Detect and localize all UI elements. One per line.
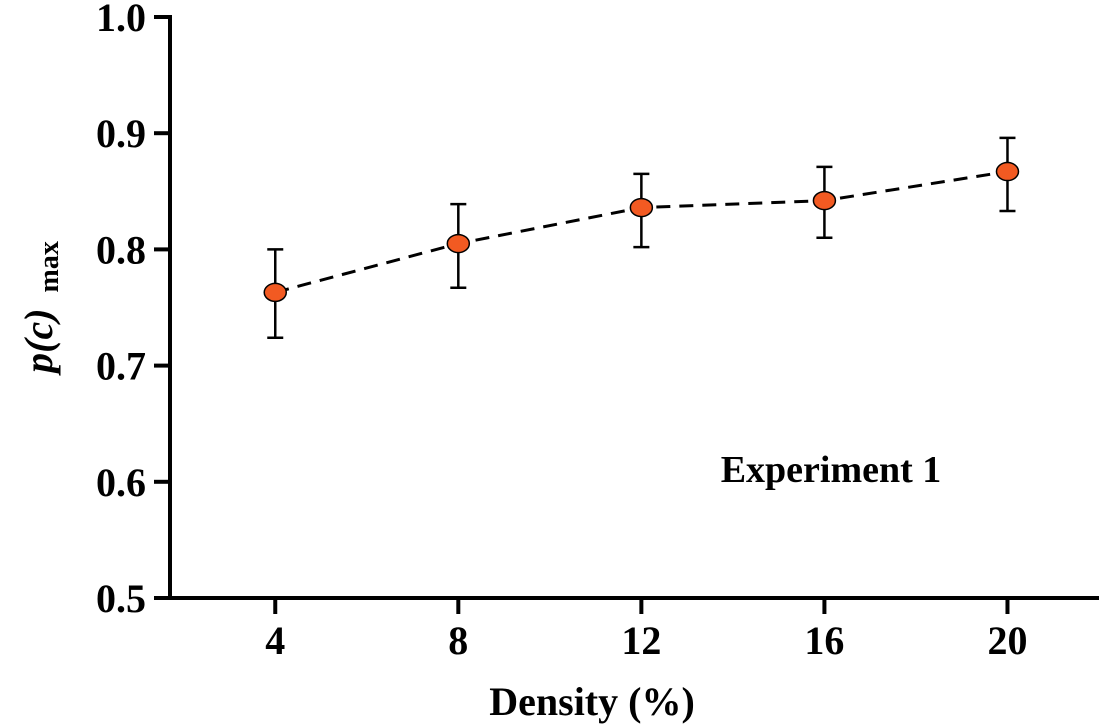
y-axis-title-subscript: max	[34, 241, 65, 292]
x-tick-label: 4	[265, 618, 285, 663]
y-axis-title-main: p(c)	[16, 308, 61, 375]
y-tick-label: 0.8	[96, 227, 146, 272]
y-tick-label: 0.7	[96, 344, 146, 389]
data-point	[629, 197, 654, 218]
y-tick-label: 0.9	[96, 111, 146, 156]
y-tick-label: 0.6	[96, 460, 146, 505]
y-tick-label: 0.5	[96, 576, 146, 621]
chart-annotation: Experiment 1	[721, 449, 942, 491]
x-tick-label: 20	[987, 618, 1027, 663]
svg-text:p(c) max: p(c) max	[16, 241, 65, 376]
axes	[168, 15, 1099, 600]
x-tick-label: 16	[804, 618, 844, 663]
data-series	[263, 136, 1020, 339]
data-point	[446, 233, 471, 254]
data-point	[812, 190, 837, 211]
x-axis-ticks: 4 8 12 16 20	[265, 598, 1027, 663]
x-tick-label: 12	[621, 618, 661, 663]
x-tick-label: 8	[448, 618, 468, 663]
y-tick-label: 1.0	[96, 0, 146, 40]
x-axis-title: Density (%)	[489, 679, 695, 724]
data-point	[995, 161, 1020, 182]
y-axis-title: p(c) max	[16, 241, 65, 376]
data-point	[263, 282, 288, 303]
y-axis-ticks: 0.5 0.6 0.7 0.8 0.9 1.0	[96, 0, 170, 621]
